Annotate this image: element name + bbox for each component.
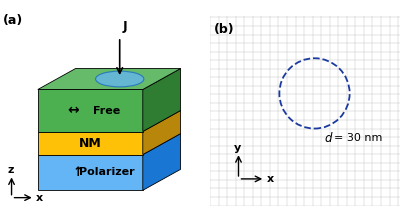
Text: Polarizer: Polarizer xyxy=(79,168,135,177)
Text: x: x xyxy=(36,193,43,203)
Text: y: y xyxy=(233,143,241,152)
Text: Free: Free xyxy=(94,105,121,116)
Polygon shape xyxy=(38,155,143,190)
Text: $d$: $d$ xyxy=(324,131,334,145)
Polygon shape xyxy=(143,134,181,190)
Text: J: J xyxy=(123,20,127,33)
Polygon shape xyxy=(143,69,181,131)
Text: (b): (b) xyxy=(214,23,234,36)
Text: z: z xyxy=(7,165,14,175)
Polygon shape xyxy=(38,90,143,131)
Text: ↑: ↑ xyxy=(72,166,83,179)
Ellipse shape xyxy=(96,71,144,87)
Text: ↔: ↔ xyxy=(68,103,79,118)
Text: x: x xyxy=(267,174,274,184)
Text: NM: NM xyxy=(79,137,102,150)
Polygon shape xyxy=(143,110,181,155)
Text: (a): (a) xyxy=(3,14,23,27)
Text: = 30 nm: = 30 nm xyxy=(334,133,383,143)
Polygon shape xyxy=(38,131,143,155)
Polygon shape xyxy=(38,69,181,90)
